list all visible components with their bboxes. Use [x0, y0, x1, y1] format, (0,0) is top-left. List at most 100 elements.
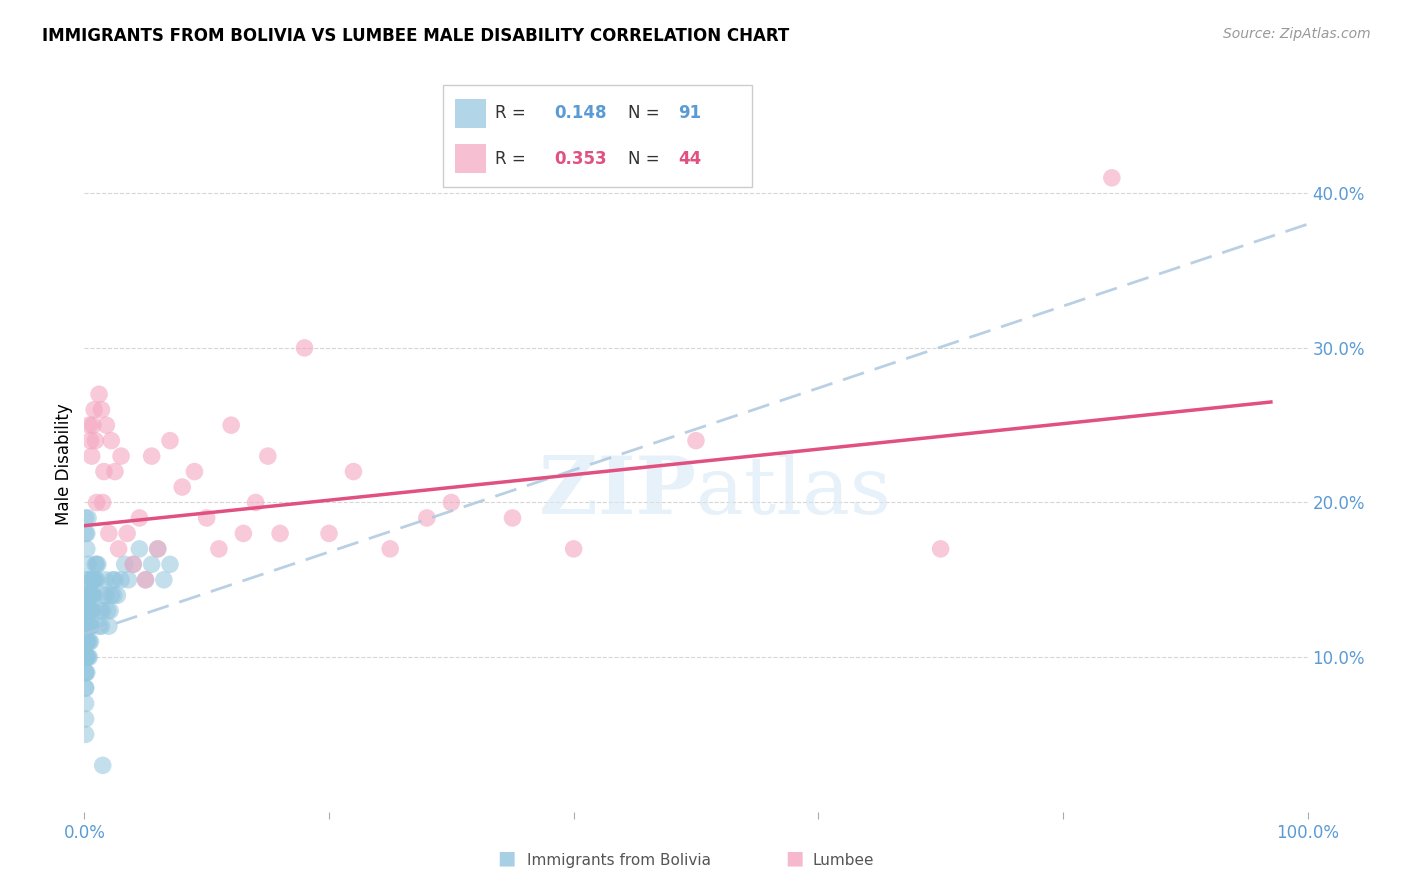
Point [84, 434, 107, 448]
Point [87, 558, 110, 572]
Point [153, 573, 176, 587]
Point [82, 588, 104, 602]
Point [75, 650, 97, 665]
Point [91, 604, 114, 618]
Point [183, 465, 205, 479]
Text: 0.148: 0.148 [554, 104, 607, 122]
Point [114, 558, 136, 572]
Point [122, 558, 145, 572]
Point [342, 465, 364, 479]
Point [77, 588, 100, 602]
Point [146, 541, 169, 556]
Point [75, 634, 97, 648]
Point [100, 588, 122, 602]
Text: R =: R = [495, 104, 531, 122]
Point [172, 480, 194, 494]
Point [96, 588, 118, 602]
Point [929, 541, 952, 556]
Point [77, 418, 100, 433]
Point [76, 619, 98, 633]
Point [82, 604, 104, 618]
Point [195, 511, 218, 525]
Point [122, 558, 145, 572]
Point [105, 588, 128, 602]
Point [77, 558, 100, 572]
Point [219, 418, 242, 433]
Point [87, 619, 110, 633]
Point [97, 526, 120, 541]
Text: ■: ■ [785, 849, 804, 868]
Text: N =: N = [628, 150, 665, 168]
Point [77, 604, 100, 618]
Point [80, 449, 103, 463]
Text: Immigrants from Bolivia: Immigrants from Bolivia [527, 853, 711, 868]
Bar [456, 145, 486, 173]
Point [110, 449, 132, 463]
Point [79, 588, 101, 602]
Point [79, 634, 101, 648]
Point [1101, 170, 1123, 185]
Point [77, 511, 100, 525]
Point [75, 650, 97, 665]
Point [75, 727, 97, 741]
Point [83, 402, 105, 417]
Point [75, 681, 97, 695]
Point [77, 634, 100, 648]
FancyBboxPatch shape [443, 85, 752, 187]
Point [76, 650, 98, 665]
Point [76, 604, 98, 618]
Point [97, 619, 120, 633]
Point [75, 511, 97, 525]
Point [80, 604, 103, 618]
Point [93, 588, 115, 602]
Point [86, 573, 108, 587]
Point [117, 573, 139, 587]
Point [80, 573, 103, 587]
Point [245, 495, 267, 509]
Point [146, 541, 169, 556]
Point [380, 541, 402, 556]
Point [76, 526, 98, 541]
Point [83, 588, 105, 602]
Point [87, 387, 110, 401]
Point [562, 541, 585, 556]
Text: Lumbee: Lumbee [813, 853, 875, 868]
Point [103, 588, 125, 602]
Point [75, 634, 97, 648]
Text: ■: ■ [496, 849, 516, 868]
Point [208, 541, 231, 556]
Point [100, 434, 122, 448]
Point [440, 495, 463, 509]
Point [79, 434, 101, 448]
Point [75, 588, 97, 602]
Point [75, 665, 97, 680]
Point [128, 511, 150, 525]
Point [77, 650, 100, 665]
Point [75, 619, 97, 633]
Point [93, 465, 115, 479]
Point [294, 341, 316, 355]
Text: 91: 91 [678, 104, 702, 122]
Point [84, 573, 107, 587]
Point [98, 604, 121, 618]
Point [269, 526, 291, 541]
Y-axis label: Male Disability: Male Disability [55, 403, 73, 524]
Point [75, 665, 97, 680]
Point [141, 558, 163, 572]
Point [76, 650, 98, 665]
Point [101, 573, 124, 587]
Point [257, 449, 280, 463]
Point [76, 634, 98, 648]
Point [104, 573, 127, 587]
Point [318, 526, 340, 541]
Point [77, 573, 100, 587]
Point [75, 588, 97, 602]
Point [80, 619, 103, 633]
Point [97, 604, 120, 618]
Point [75, 681, 97, 695]
Point [96, 418, 118, 433]
Bar [456, 99, 486, 128]
Point [77, 604, 100, 618]
Point [141, 449, 163, 463]
Point [77, 650, 100, 665]
